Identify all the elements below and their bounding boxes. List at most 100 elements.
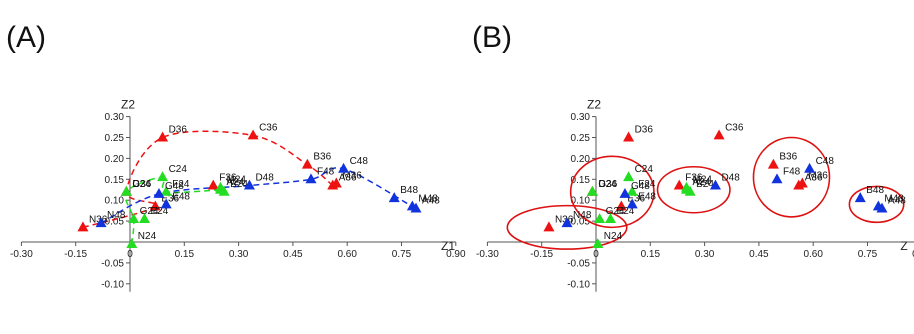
point-label: A24 — [693, 177, 711, 188]
point-C24 — [157, 171, 169, 182]
point-label: E36 — [161, 193, 179, 204]
point-label: A36 — [805, 173, 823, 184]
y-axis-label: Z2 — [587, 98, 601, 112]
x-tick-label: 0 — [593, 249, 599, 260]
point-label: M24 — [227, 175, 247, 186]
x-tick-label: 0 — [127, 249, 133, 260]
y-axis-label: Z2 — [121, 98, 135, 112]
x-tick-label: 0.90 — [912, 249, 914, 260]
point-E48 — [626, 198, 638, 209]
point-label: D48 — [255, 173, 274, 184]
point-N24 — [592, 238, 604, 249]
point-label: C48 — [816, 156, 835, 167]
x-tick-label: 0.45 — [749, 249, 769, 260]
point-label: E48 — [638, 191, 656, 202]
point-label: N36 — [89, 214, 108, 225]
point-label: E24 — [616, 206, 634, 217]
y-tick-label: -0.10 — [101, 279, 124, 290]
point-label: D48 — [721, 173, 740, 184]
point-N36 — [543, 221, 555, 232]
x-tick-label: 0.75 — [392, 249, 412, 260]
point-label: G48 — [631, 181, 650, 192]
point-label: A36 — [339, 173, 357, 184]
point-B24 — [218, 185, 230, 196]
chart-panel-2: (B) -0.30 -0.15 0 0.15 0.30 0.45 0.60 0.75 0.90 0.… — [472, 21, 914, 292]
point-E24 — [138, 213, 150, 223]
point-label: F48 — [783, 166, 801, 177]
point-C36 — [713, 129, 725, 140]
point-D48 — [709, 179, 721, 190]
x-tick-label: 0.45 — [283, 249, 303, 260]
panel-label: (B) — [472, 21, 512, 54]
point-B24 — [684, 185, 696, 196]
point-label: M24 — [693, 175, 713, 186]
point-B36 — [767, 158, 779, 169]
x-tick-label: 0.30 — [229, 249, 249, 260]
y-tick-label: 0.05 — [571, 217, 591, 228]
point-B48 — [854, 192, 866, 203]
x-axis-label: Z — [900, 239, 907, 253]
point-F24 — [160, 185, 172, 196]
point-label: D36 — [169, 125, 188, 136]
y-tick-label: 0.30 — [571, 112, 591, 123]
point-label: F36 — [219, 173, 237, 184]
point-F24 — [626, 185, 638, 196]
point-E36 — [149, 200, 161, 211]
point-label: E24 — [150, 206, 168, 217]
y-tick-label: 0.20 — [105, 154, 125, 165]
point-D48 — [243, 179, 255, 190]
point-label: B36 — [313, 152, 331, 163]
group-ellipse — [506, 204, 628, 250]
y-tick-label: 0.05 — [105, 217, 125, 228]
y-tick-label: -0.05 — [567, 258, 590, 269]
point-G24 — [128, 213, 140, 223]
point-label: M36 — [342, 170, 362, 181]
x-tick-label: 0.15 — [175, 249, 195, 260]
point-D24 — [586, 185, 598, 196]
group-ellipse — [569, 155, 655, 229]
group-ellipse — [848, 185, 905, 224]
point-E24 — [604, 213, 616, 223]
point-label: M48 — [884, 193, 904, 204]
y-tick-label: 0.15 — [571, 175, 591, 186]
point-D36 — [623, 131, 635, 142]
point-label: F24 — [172, 179, 190, 190]
point-N24 — [126, 238, 138, 249]
point-label: G48 — [165, 181, 184, 192]
point-label: C24 — [169, 164, 188, 175]
point-D36 — [157, 131, 169, 142]
x-tick-label: 0.90 — [446, 249, 466, 260]
point-label: E36 — [627, 193, 645, 204]
x-tick-label: -0.15 — [64, 249, 87, 260]
chart-panel-1: (A) -0.30 -0.15 0 0.15 0.30 0.45 0.60 0.75 0.90 0.… — [6, 21, 466, 292]
trajectory-blue — [100, 167, 413, 224]
point-E48 — [160, 198, 172, 209]
point-label: C24 — [635, 164, 654, 175]
point-label: N24 — [138, 231, 157, 242]
point-N48 — [561, 217, 573, 228]
point-label: A48 — [422, 196, 440, 207]
point-label: E48 — [172, 191, 190, 202]
point-label: A24 — [227, 177, 245, 188]
group-ellipse — [752, 136, 831, 218]
y-tick-label: 0.30 — [105, 112, 125, 123]
point-label: G24 — [140, 206, 159, 217]
point-label: M48 — [418, 193, 438, 204]
point-B36 — [301, 158, 313, 169]
point-B48 — [388, 192, 400, 203]
x-tick-label: -0.30 — [476, 249, 499, 260]
x-tick-label: 0.30 — [695, 249, 715, 260]
point-F48 — [771, 173, 783, 184]
point-label: N24 — [604, 231, 623, 242]
point-M36 — [330, 177, 342, 188]
point-M36 — [796, 177, 808, 188]
y-tick-label: 0.10 — [105, 196, 125, 207]
point-label: C36 — [259, 122, 278, 133]
y-tick-label: -0.10 — [567, 279, 590, 290]
point-D24 — [120, 185, 132, 196]
point-label: F36 — [685, 173, 703, 184]
point-label: B24 — [696, 179, 714, 190]
x-axis-label: Z1 — [441, 239, 455, 253]
group-ellipse — [656, 165, 731, 214]
point-C36 — [247, 129, 259, 140]
